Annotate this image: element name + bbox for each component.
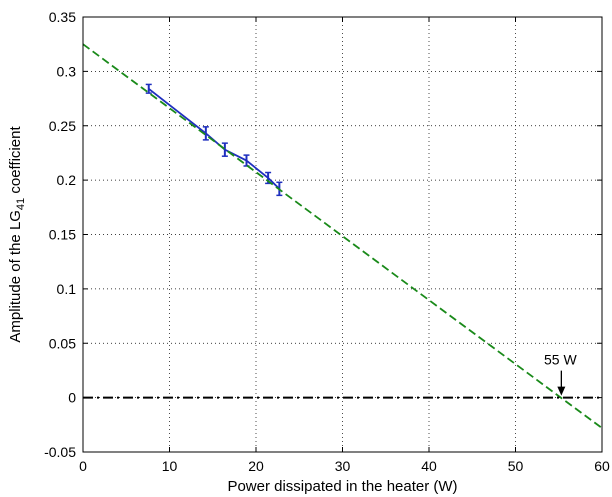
tick-layer: 0 10 20 30 40 50 60-0.0500.050.10.150.20.250.3… <box>44 9 610 474</box>
x-tick-label: 10 <box>162 458 178 474</box>
x-tick-label: 60 <box>594 458 610 474</box>
plot-frame <box>82 16 603 453</box>
y-tick-label: 0.1 <box>57 281 77 297</box>
data-point <box>202 126 209 141</box>
y-tick-label: -0.05 <box>44 444 76 460</box>
y-axis-label-main: Amplitude of the LG <box>7 210 24 343</box>
y-axis-label-subscript: 41 <box>15 198 27 210</box>
data-point <box>243 154 250 167</box>
series-layer <box>82 43 603 429</box>
y-tick-label: 0.3 <box>57 63 77 79</box>
x-tick-label: 40 <box>421 458 437 474</box>
x-tick-label: 30 <box>335 458 351 474</box>
annotation-layer: 55 W <box>544 352 577 396</box>
y-axis-label: Amplitude of the LG41 coefficient <box>7 126 27 343</box>
data-point <box>221 142 228 157</box>
y-tick-label: 0 <box>68 390 76 406</box>
x-axis-label: Power dissipated in the heater (W) <box>227 478 457 495</box>
y-tick-label: 0.35 <box>49 9 76 25</box>
annotation-arrow-head <box>557 386 566 396</box>
data-point <box>145 83 152 94</box>
y-axis-label-tail: coefficient <box>7 126 24 198</box>
y-tick-label: 0.25 <box>49 118 76 134</box>
x-tick-label: 0 <box>79 458 87 474</box>
grid <box>83 17 602 452</box>
y-tick-label: 0.05 <box>49 335 76 351</box>
y-tick-label: 0.2 <box>57 172 77 188</box>
y-tick-label: 0.15 <box>49 227 76 243</box>
annotation-label: 55 W <box>544 352 577 368</box>
x-tick-label: 20 <box>248 458 264 474</box>
data-series-line <box>148 88 280 190</box>
x-tick-label: 50 <box>508 458 524 474</box>
